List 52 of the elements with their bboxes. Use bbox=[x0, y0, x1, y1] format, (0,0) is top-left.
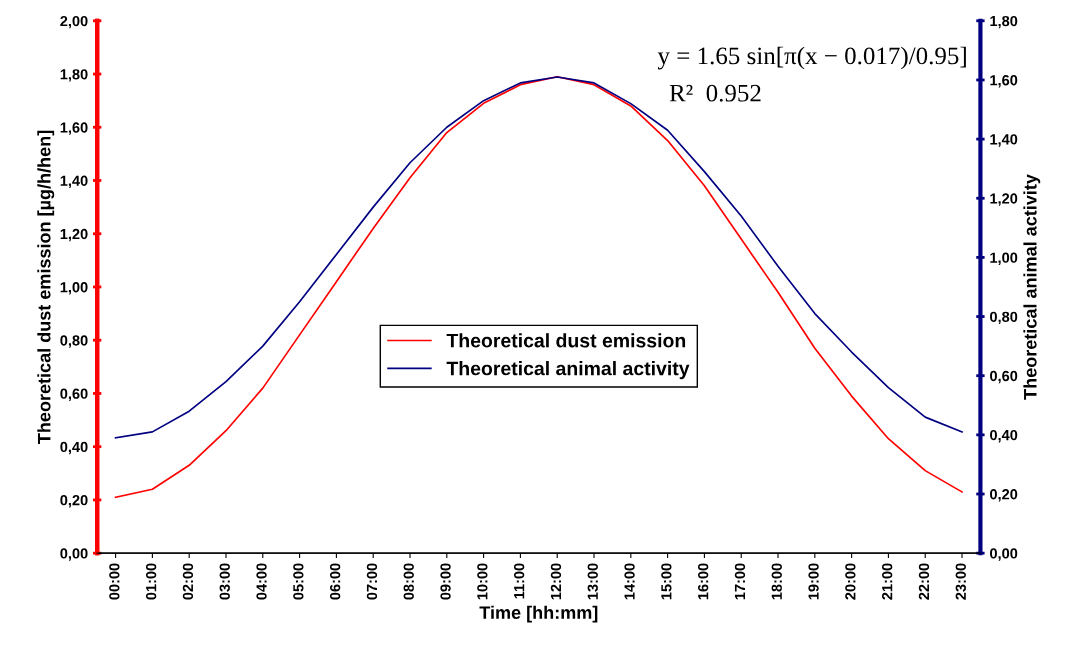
y-tick-label: 1,20 bbox=[60, 228, 88, 242]
y-tick-label: 0,80 bbox=[60, 335, 88, 348]
y-tick-label: 1,80 bbox=[60, 69, 88, 82]
x-tick-label: 12:00 bbox=[550, 563, 562, 600]
y2-tick-label: 0,00 bbox=[990, 548, 1018, 561]
y2-axis-title: Theoretical animal activity bbox=[1023, 174, 1041, 400]
x-tick-label: 22:00 bbox=[918, 563, 930, 600]
y2-tick-label: 0,80 bbox=[990, 311, 1018, 325]
legend-label: Theoretical dust emission bbox=[446, 333, 686, 348]
y2-tick-label: 1,00 bbox=[990, 252, 1018, 265]
x-tick-label: 04:00 bbox=[256, 563, 267, 600]
x-tick-label: 21:00 bbox=[882, 563, 893, 600]
x-tick-label: 15:00 bbox=[661, 563, 672, 600]
y-tick-label: 0,00 bbox=[60, 548, 88, 561]
y2-tick-label: 1,80 bbox=[990, 15, 1018, 29]
y2-tick-label: 0,40 bbox=[990, 429, 1018, 443]
x-tick-label: 23:00 bbox=[955, 563, 966, 600]
y2-tick-label: 0,60 bbox=[990, 370, 1018, 384]
y-tick-label: 1,00 bbox=[60, 282, 88, 295]
legend-label: Theoretical animal activity bbox=[446, 361, 690, 380]
x-tick-label: 19:00 bbox=[808, 563, 819, 600]
annotation: y = 1.65 sin[π(x − 0.017)/0.95] bbox=[657, 46, 966, 70]
annotation: R² 0.952 bbox=[669, 84, 761, 102]
x-tick-label: 08:00 bbox=[403, 563, 414, 600]
y2-tick-label: 0,20 bbox=[990, 489, 1018, 502]
x-tick-label: 14:00 bbox=[624, 563, 635, 600]
x-tick-label: 07:00 bbox=[366, 563, 378, 600]
x-tick-label: 00:00 bbox=[109, 563, 120, 600]
y-axis-title: Theoretical dust emission [µg/h/hen] bbox=[37, 130, 55, 444]
x-tick-label: 11:00 bbox=[513, 563, 525, 599]
y-tick-label: 1,60 bbox=[60, 122, 88, 135]
x-tick-label: 17:00 bbox=[734, 563, 746, 600]
x-tick-label: 06:00 bbox=[329, 563, 341, 600]
x-tick-label: 20:00 bbox=[845, 563, 856, 600]
y2-tick-label: 1,40 bbox=[990, 134, 1018, 147]
y-tick-label: 0,40 bbox=[60, 441, 88, 455]
x-tick-label: 01:00 bbox=[145, 563, 157, 600]
x-tick-label: 13:00 bbox=[587, 563, 598, 600]
x-tick-label: 09:00 bbox=[440, 563, 451, 600]
y-tick-label: 0,20 bbox=[60, 495, 88, 508]
y2-tick-label: 1,20 bbox=[990, 193, 1018, 206]
x-axis-title: Time [hh:mm] bbox=[479, 605, 598, 623]
y-tick-label: 1,40 bbox=[60, 175, 88, 189]
x-tick-label: 03:00 bbox=[219, 563, 230, 600]
x-tick-label: 16:00 bbox=[698, 563, 709, 600]
y-tick-label: 0,60 bbox=[60, 388, 88, 401]
x-tick-label: 05:00 bbox=[293, 563, 304, 600]
y-tick-label: 2,00 bbox=[60, 15, 88, 29]
x-tick-label: 10:00 bbox=[477, 563, 488, 600]
y2-tick-label: 1,60 bbox=[990, 75, 1018, 88]
x-tick-label: 02:00 bbox=[182, 563, 194, 600]
x-tick-label: 18:00 bbox=[771, 563, 782, 600]
